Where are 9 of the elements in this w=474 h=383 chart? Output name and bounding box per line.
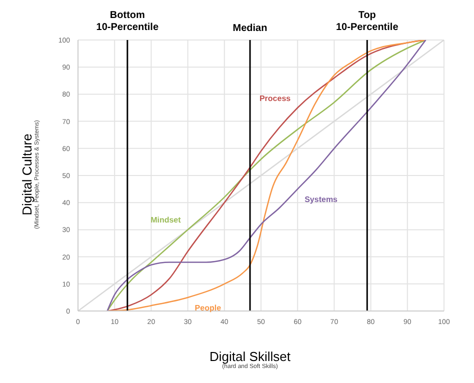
x-axis-title: Digital Skillset <box>208 349 292 364</box>
series-label: Process <box>259 94 292 103</box>
ref-line-label: Median <box>232 23 268 34</box>
series-label: Systems <box>304 195 338 204</box>
series-label: People <box>194 303 222 312</box>
y-axis-title: Digital Culture <box>20 133 34 215</box>
ref-line-label: Bottom 10-Percentile <box>96 10 159 33</box>
ref-line-label: Top 10-Percentile <box>336 10 399 33</box>
series-label: Mindset <box>150 216 182 225</box>
